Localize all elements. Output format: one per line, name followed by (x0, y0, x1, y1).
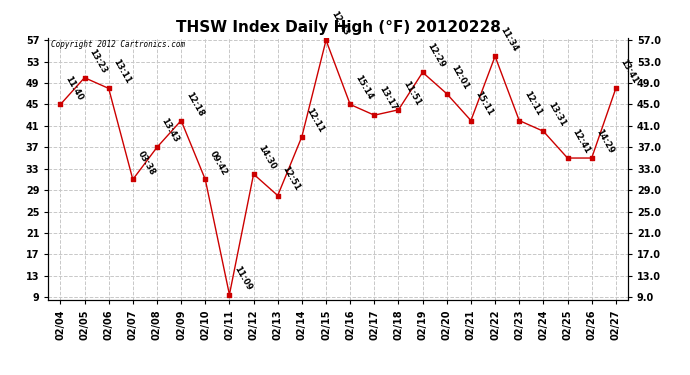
Point (369, 112, 380, 118)
Text: 13:31: 13:31 (546, 101, 567, 129)
Point (79, 75, 90, 81)
Point (152, 144, 163, 150)
Point (273, 192, 284, 198)
Point (417, 69, 428, 75)
Text: 12:11: 12:11 (522, 90, 543, 118)
Text: 15:14: 15:14 (353, 74, 374, 102)
Point (176, 117, 187, 123)
Point (200, 177, 211, 183)
Text: 13:23: 13:23 (88, 47, 108, 75)
Text: 12:18: 12:18 (184, 90, 205, 118)
Point (248, 171, 259, 177)
Text: 12:43: 12:43 (329, 10, 350, 38)
Title: THSW Index Daily High (°F) 20120228: THSW Index Daily High (°F) 20120228 (176, 20, 500, 35)
Text: 12:41: 12:41 (571, 128, 591, 155)
Text: 03:38: 03:38 (136, 149, 157, 177)
Text: 13:43: 13:43 (160, 117, 181, 144)
Point (442, 91, 453, 97)
Text: 14:30: 14:30 (257, 144, 277, 171)
Text: 11:09: 11:09 (233, 264, 253, 292)
Text: 12:11: 12:11 (305, 106, 326, 134)
Text: 15:11: 15:11 (474, 90, 495, 118)
Point (104, 86, 115, 92)
Point (393, 107, 404, 113)
Text: 13:11: 13:11 (112, 58, 132, 86)
Point (611, 86, 622, 92)
Point (490, 53, 501, 59)
Text: 12:51: 12:51 (281, 165, 302, 193)
Point (224, 292, 235, 298)
Point (466, 117, 477, 123)
Point (128, 177, 139, 183)
Point (562, 155, 573, 161)
Text: 11:34: 11:34 (498, 26, 519, 54)
Point (514, 117, 525, 123)
Text: 11:51: 11:51 (402, 79, 422, 107)
Text: 09:42: 09:42 (208, 149, 229, 177)
Text: 13:17: 13:17 (377, 85, 398, 112)
Point (586, 155, 598, 161)
Text: 11:40: 11:40 (63, 74, 84, 102)
Point (538, 128, 549, 134)
Text: Copyright 2012 Cartronics.com: Copyright 2012 Cartronics.com (51, 40, 186, 49)
Point (55, 102, 66, 108)
Point (297, 134, 308, 140)
Text: 14:29: 14:29 (595, 128, 615, 155)
Point (321, 37, 332, 43)
Text: 12:29: 12:29 (426, 42, 446, 69)
Text: 12:01: 12:01 (450, 63, 471, 91)
Point (345, 102, 356, 108)
Text: 13:41: 13:41 (619, 58, 640, 86)
